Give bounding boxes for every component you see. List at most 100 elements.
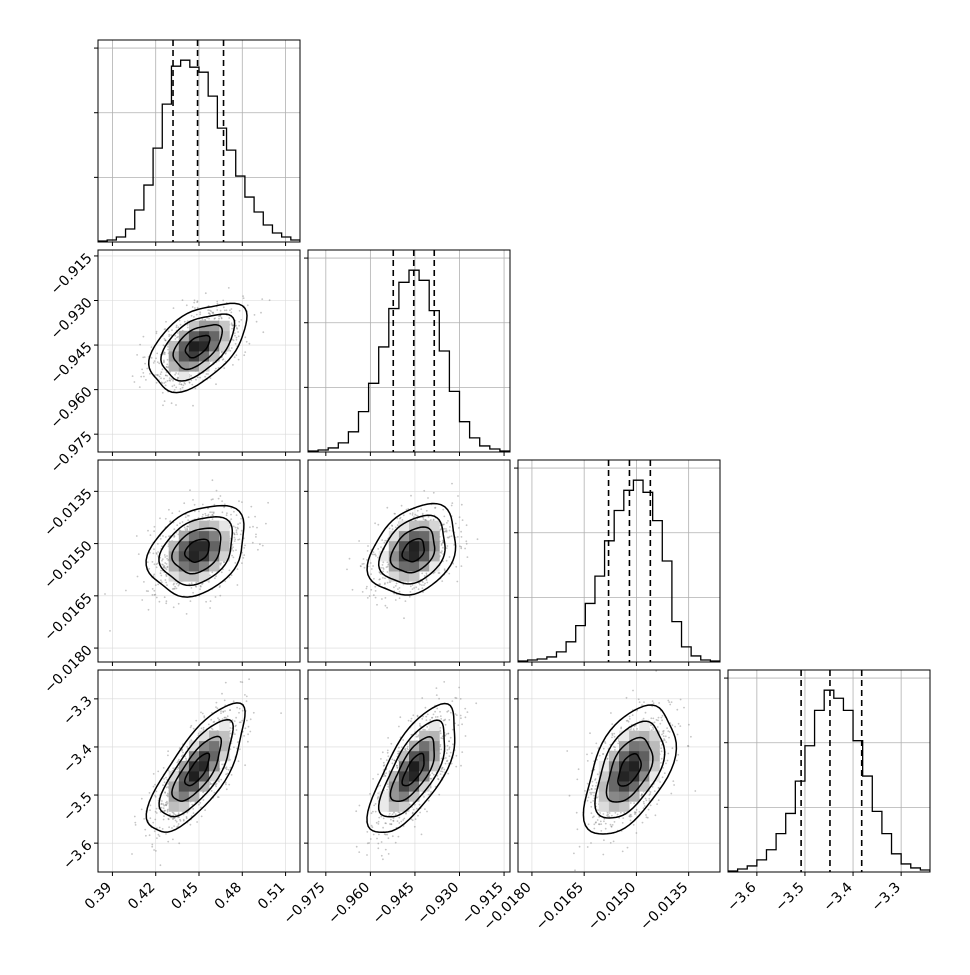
scatter-point — [244, 764, 246, 766]
scatter-point — [132, 375, 134, 377]
scatter-point — [356, 846, 358, 848]
scatter-point — [136, 354, 138, 356]
scatter-point — [436, 687, 438, 689]
scatter-point — [260, 312, 262, 314]
scatter-point — [358, 540, 360, 542]
scatter-point — [255, 534, 257, 536]
scatter-point — [214, 504, 216, 506]
scatter-point — [386, 607, 388, 609]
scatter-point — [262, 331, 264, 333]
scatter-point — [154, 594, 156, 596]
scatter-point — [225, 784, 227, 786]
scatter-point — [414, 826, 416, 828]
scatter-point — [252, 542, 254, 544]
scatter-point — [366, 831, 368, 833]
y-tick-label: −0.0165 — [41, 590, 95, 644]
scatter-point — [372, 778, 374, 780]
scatter-point — [228, 784, 230, 786]
scatter-point — [190, 725, 192, 727]
scatter-point — [238, 760, 240, 762]
scatter-point — [261, 298, 263, 300]
scatter-point — [222, 300, 224, 302]
panel-2-0: −0.0180−0.0165−0.0150−0.0135 — [41, 460, 300, 697]
scatter-point — [375, 597, 377, 599]
scatter-point — [377, 843, 379, 845]
scatter-point — [178, 603, 180, 605]
scatter-point — [367, 545, 369, 547]
scatter-point — [392, 835, 394, 837]
scatter-point — [456, 755, 458, 757]
scatter-point — [157, 771, 159, 773]
scatter-point — [451, 700, 453, 702]
scatter-point — [254, 314, 256, 316]
scatter-point — [167, 755, 169, 757]
x-tick-label: 0.39 — [82, 880, 115, 913]
scatter-point — [247, 733, 249, 735]
scatter-point — [175, 404, 177, 406]
scatter-point — [368, 842, 370, 844]
scatter-point — [458, 527, 460, 529]
scatter-point — [156, 837, 158, 839]
scatter-point — [461, 536, 463, 538]
scatter-point — [146, 368, 148, 370]
scatter-point — [158, 834, 160, 836]
scatter-point — [374, 522, 376, 524]
scatter-point — [456, 714, 458, 716]
scatter-point — [168, 509, 170, 511]
scatter-point — [172, 839, 174, 841]
scatter-point — [451, 505, 453, 507]
scatter-point — [138, 553, 140, 555]
scatter-point — [149, 373, 151, 375]
scatter-point — [241, 681, 243, 683]
scatter-point — [223, 367, 225, 369]
scatter-point — [425, 707, 427, 709]
scatter-point — [363, 558, 365, 560]
scatter-point — [215, 706, 217, 708]
scatter-point — [438, 794, 440, 796]
scatter-point — [144, 363, 146, 365]
scatter-point — [366, 559, 368, 561]
scatter-point — [244, 336, 246, 338]
scatter-point — [399, 597, 401, 599]
scatter-point — [390, 743, 392, 745]
scatter-point — [212, 479, 214, 481]
scatter-point — [267, 502, 269, 504]
scatter-point — [460, 548, 462, 550]
scatter-point — [134, 381, 136, 383]
scatter-point — [673, 784, 675, 786]
scatter-point — [228, 287, 230, 289]
scatter-point — [415, 818, 417, 820]
scatter-point — [410, 720, 412, 722]
scatter-point — [238, 359, 240, 361]
scatter-point — [378, 834, 380, 836]
x-tick-label: −0.945 — [370, 880, 418, 928]
scatter-point — [195, 720, 197, 722]
panel-1-1 — [304, 250, 510, 456]
scatter-point — [250, 506, 252, 508]
scatter-point — [148, 609, 150, 611]
y-tick-label: −0.945 — [48, 339, 96, 387]
scatter-point — [244, 545, 246, 547]
scatter-point — [149, 834, 151, 836]
scatter-point — [360, 566, 362, 568]
scatter-point — [385, 834, 387, 836]
histogram-step — [308, 270, 510, 452]
scatter-point — [464, 708, 466, 710]
scatter-point — [197, 300, 199, 302]
scatter-point — [419, 812, 421, 814]
scatter-point — [205, 601, 207, 603]
scatter-point — [247, 304, 249, 306]
y-tick-label: −3.5 — [60, 789, 95, 824]
scatter-point — [226, 788, 228, 790]
scatter-point — [269, 299, 271, 301]
scatter-point — [149, 792, 151, 794]
scatter-point — [458, 687, 460, 689]
scatter-point — [153, 786, 155, 788]
scatter-point — [466, 543, 468, 545]
scatter-point — [361, 563, 363, 565]
scatter-point — [370, 838, 372, 840]
scatter-point — [237, 584, 239, 586]
y-tick-label: −0.960 — [48, 384, 96, 432]
